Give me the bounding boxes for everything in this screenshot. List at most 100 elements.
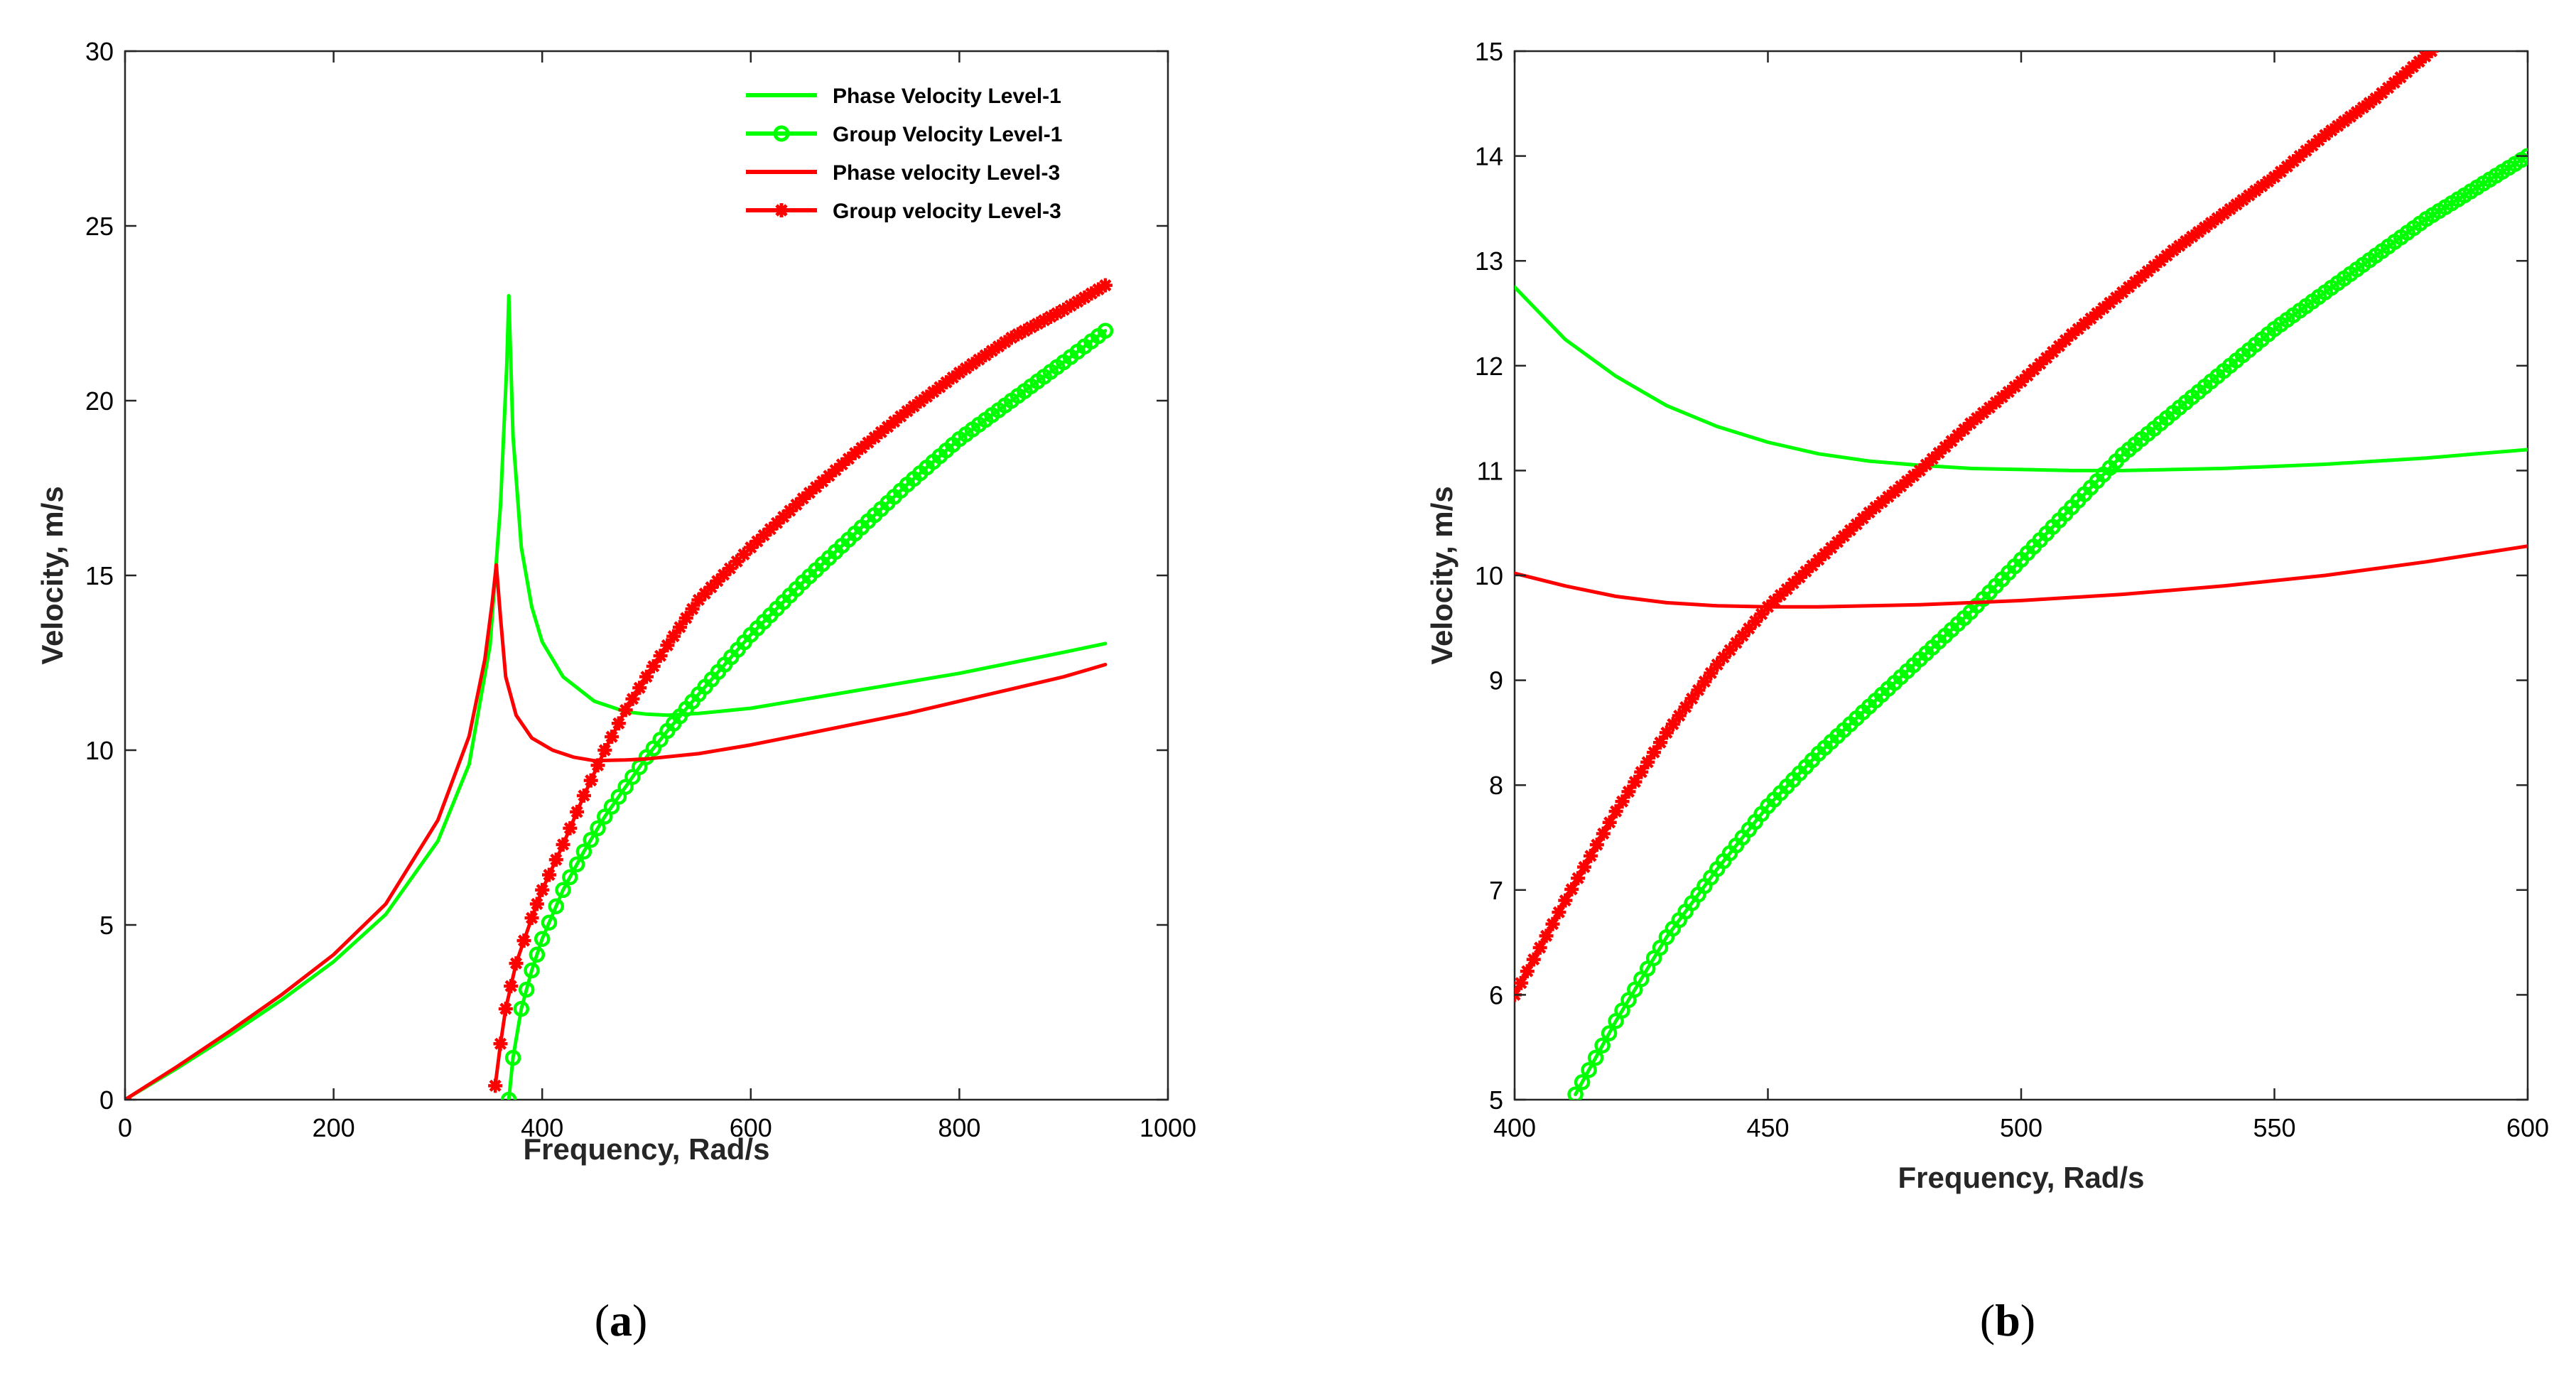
panel-b-group-velocity-level-1-point [1587, 1049, 1604, 1066]
panel-a-phase-velocity-level-1-line [507, 293, 1108, 717]
panel-a-group-velocity-level-3-point [548, 852, 563, 867]
panel-a-group-velocity-level-1-point [504, 1049, 521, 1066]
panel-a-group-velocity-level-3-point [570, 804, 585, 819]
panel-b-group-velocity-level-3-point [1647, 745, 1662, 760]
panel-a-group-velocity-level-3-point [611, 716, 626, 731]
panel-a-y-tick-label: 0 [99, 1085, 114, 1115]
panel-b-group-velocity-level-3-point [1659, 725, 1674, 740]
panel-a-y-tick-label: 5 [99, 911, 114, 940]
panel-a-caption: (a) [595, 1295, 648, 1345]
panel-a-group-velocity-level-3-point [516, 933, 531, 948]
panel-b-series-group-velocity-level-1 [1567, 148, 2528, 1100]
panel-a-group-velocity-level-3-point [556, 837, 570, 852]
panel-a-group-velocity-level-3-point [563, 821, 578, 835]
panel-a-group-velocity-level-3-point [757, 528, 772, 543]
panel-b-group-velocity-level-1-point [1567, 1086, 1584, 1100]
panel-b-group-velocity-level-3-point [1652, 735, 1667, 750]
panel-a-group-velocity-level-3-point [639, 669, 654, 684]
panel-b-phase-velocity-level-1-line [1515, 285, 2528, 472]
panel-a-x-tick-label: 1000 [1140, 1113, 1196, 1142]
panel-b-group-velocity-level-3-point [1532, 940, 1547, 955]
panel-b-y-tick-label: 7 [1489, 876, 1503, 905]
panel-b-group-velocity-level-1-point [1594, 1037, 1611, 1054]
panel-a-group-velocity-level-3-point [529, 897, 544, 911]
panel-b-x-tick-label: 450 [1746, 1113, 1789, 1142]
panel-b-group-velocity-level-3-point [1602, 815, 1617, 830]
panel-b-y-tick-label: 10 [1475, 561, 1503, 590]
panel-b-series-phase-velocity-level-3 [1515, 544, 2528, 609]
panel-b-group-velocity-level-3-point [1608, 804, 1623, 819]
panel-a-group-velocity-level-3-point [672, 619, 687, 634]
panel-b-y-axis-label: Velocity, m/s [1425, 486, 1459, 664]
panel-b-series [1515, 51, 2528, 1100]
panel-a-y-tick-label: 15 [85, 561, 114, 590]
panel-a-group-velocity-level-3-point [653, 649, 668, 664]
panel-a-y-tick-label: 25 [85, 212, 114, 241]
panel-b-y-tick-label: 14 [1475, 142, 1503, 171]
panel-a-phase-velocity-level-3-line [125, 563, 499, 1100]
panel-b-y-tick-label: 6 [1489, 980, 1503, 1009]
legend-label-group-velocity-level-1: Group Velocity Level-1 [833, 123, 1062, 146]
panel-b-group-velocity-level-3-point [1583, 848, 1598, 863]
panel-b-group-velocity-level-3-point [2424, 51, 2439, 58]
panel-b-group-velocity-level-3-point [1577, 860, 1592, 874]
panel-a-group-velocity-level-3-point [666, 629, 681, 644]
panel-b-caption-letter: b [1995, 1295, 2020, 1345]
panel-b-group-velocity-level-3-point [1615, 794, 1630, 809]
panel-a-group-velocity-level-3-point [583, 773, 598, 788]
panel-b-group-velocity-level-3-point [1571, 871, 1586, 886]
panel-a-caption-letter: a [610, 1295, 632, 1345]
panel-b-group-velocity-level-3-point [1552, 905, 1566, 920]
panel-b-x-tick-label: 500 [2000, 1113, 2042, 1142]
panel-a-series-group-velocity-level-3 [125, 278, 1113, 1100]
panel-a-group-velocity-level-3-point [576, 788, 591, 803]
panel-a-group-velocity-level-1-point [583, 832, 599, 848]
panel-a-group-velocity-level-1-point [518, 981, 535, 998]
panel-a-series-phase-velocity-level-3 [125, 563, 1108, 1100]
panel-b-group-velocity-level-1-point [1581, 1061, 1597, 1078]
panel-a-group-velocity-level-1-point [568, 856, 585, 872]
panel-b-ticks: 400 450 500 550 600 5 6 7 8 9 10 11 12 13 14 15 [1475, 37, 2549, 1142]
panel-a-y-axis-label: Velocity, m/s [36, 486, 69, 664]
panel-a-group-velocity-level-1-point [548, 898, 565, 915]
panel-a-group-velocity-level-3-point [946, 370, 960, 385]
panel-a-y-tick-label: 20 [85, 386, 114, 416]
panel-a-series-group-velocity-level-1 [125, 323, 1114, 1100]
panel-a-group-velocity-level-3-point [498, 1002, 513, 1017]
panel-b-group-velocity-level-3-point [1558, 893, 1573, 908]
panel-a-group-velocity-level-3-point [646, 659, 661, 673]
panel-b-group-velocity-level-3-point [1596, 826, 1611, 841]
panel-b-group-velocity-level-3-point [1545, 916, 1560, 931]
panel-b-x-tick-label: 550 [2253, 1113, 2295, 1142]
panel-b-group-velocity-level-3-point [1628, 774, 1643, 789]
panel-a-x-tick-label: 800 [938, 1113, 980, 1142]
panel-a-group-velocity-level-1-point [500, 1091, 517, 1100]
panel-a-phase-velocity-level-3-line [494, 563, 1108, 763]
panel-a-group-velocity-level-3-point [509, 956, 524, 971]
panel-b-x-tick-label: 400 [1493, 1113, 1536, 1142]
panel-a-ticks: 0 200 400 600 800 1000 0 5 10 15 20 25 30 [85, 37, 1196, 1142]
panel-a-group-velocity-level-3-point [685, 602, 700, 617]
panel-a-phase-velocity-level-1-line [125, 293, 511, 1100]
panel-a-group-velocity-level-3-point [1098, 278, 1113, 293]
panel-b-group-velocity-level-3-point [1526, 952, 1541, 967]
panel-a-group-velocity-level-3-point [524, 911, 539, 926]
panel-b-x-axis-label: Frequency, Rad/s [1898, 1161, 2145, 1194]
panel-b-group-velocity-level-3-point [1515, 975, 1528, 990]
panel-b-y-tick-label: 9 [1489, 666, 1503, 695]
panel-b-group-velocity-level-3-point [1539, 928, 1554, 943]
panel-a-group-velocity-level-3-point [660, 638, 675, 653]
panel-a-y-tick-label: 30 [85, 37, 114, 66]
panel-a-series-phase-velocity-level-1 [125, 293, 1108, 1100]
panel-b-y-tick-label: 15 [1475, 37, 1503, 66]
panel-a-group-velocity-level-3-point [535, 882, 550, 897]
panel-b-group-velocity-level-3-point [1564, 882, 1579, 897]
panel-b-y-tick-label: 8 [1489, 771, 1503, 800]
panel-a-group-velocity-level-1-point [555, 882, 571, 899]
panel-a-group-velocity-level-3-point [605, 730, 619, 744]
panel-b-group-velocity-level-3-point [1621, 784, 1636, 799]
panel-b-series-group-velocity-level-3 [1515, 51, 2439, 1002]
panel-a-group-velocity-level-1-point [524, 962, 540, 979]
panel-a-group-velocity-level-1-point [534, 931, 551, 947]
